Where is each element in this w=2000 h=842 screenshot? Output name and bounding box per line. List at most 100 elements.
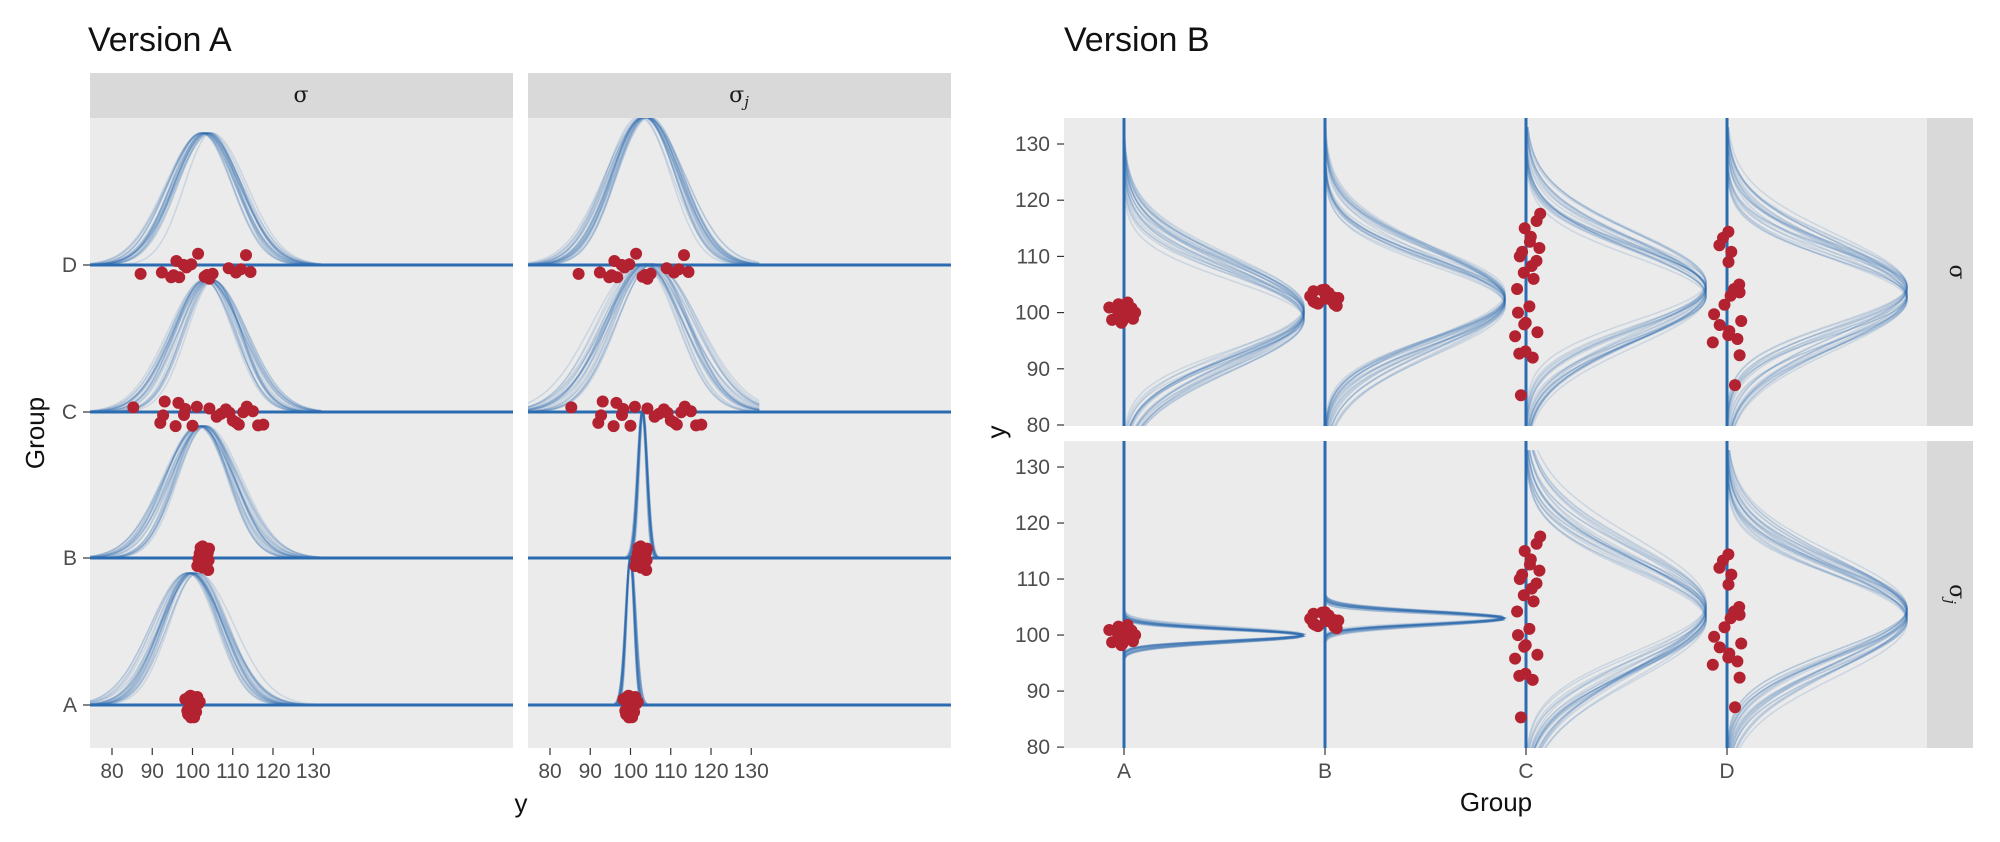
- density-draw-D: [528, 118, 760, 266]
- density-draw-D: [1726, 127, 1908, 426]
- density-draw-B: [90, 425, 322, 559]
- density-draw-D: [1726, 127, 1908, 426]
- point-C: [1524, 230, 1537, 243]
- y-tick-label-B: B: [63, 547, 77, 570]
- density-draw-B: [1324, 127, 1506, 426]
- density-draw-B: [1324, 127, 1506, 426]
- point-C: [684, 405, 697, 418]
- point-A: [186, 690, 199, 703]
- density-draw-D: [528, 118, 760, 266]
- density-draw-D: [528, 118, 760, 266]
- point-B: [634, 545, 647, 558]
- density-draw-D: [1726, 450, 1908, 748]
- density-draw-B: [1324, 127, 1506, 426]
- density-draw-C: [90, 279, 322, 413]
- y-tick-label: 110: [1017, 245, 1050, 268]
- x-tick-label-C: C: [1518, 760, 1533, 783]
- density-draw-A: [90, 572, 322, 706]
- density-draw-D: [528, 118, 760, 264]
- density-draw-D: [1726, 127, 1908, 426]
- density-draw-A: [1123, 127, 1305, 426]
- density-draw-A: [90, 572, 322, 706]
- density-draw-C: [1525, 127, 1707, 426]
- density-draw-D: [1726, 127, 1908, 426]
- density-draw-A: [1123, 127, 1305, 426]
- y-tick-label: 90: [1027, 358, 1050, 381]
- point-C: [1530, 577, 1543, 590]
- point-D: [244, 266, 257, 278]
- text-layer: Version A Version B σ σj σ σj y Group Gr…: [20, 21, 1969, 818]
- point-A: [1106, 313, 1119, 326]
- point-A: [1121, 619, 1134, 631]
- x-tick-label: 120: [693, 760, 728, 783]
- density-draw-D: [1726, 450, 1908, 748]
- density-draw-B: [90, 425, 322, 559]
- point-C: [1531, 648, 1544, 661]
- density-draw-C: [1525, 127, 1707, 426]
- point-C: [1523, 622, 1536, 635]
- density-draw-D: [90, 132, 322, 266]
- density-draw-C: [528, 263, 760, 413]
- density-draw-D: [90, 132, 322, 266]
- density-draw-D: [1727, 127, 1908, 426]
- point-C: [641, 402, 654, 415]
- density-draw-D: [528, 118, 760, 266]
- point-D: [1731, 655, 1744, 668]
- density-draw-B: [90, 425, 322, 559]
- point-D: [630, 247, 643, 260]
- title-version-a: Version A: [88, 21, 232, 59]
- point-C: [624, 419, 637, 432]
- density-draw-D: [90, 132, 322, 266]
- point-C: [1519, 345, 1532, 358]
- density-draw-B: [90, 425, 322, 559]
- axis-ticks: 80 90 100 110 120 130 80 90 100 110 120 130 A B C D 80 90…: [62, 133, 1735, 783]
- density-draw-D: [1728, 450, 1908, 748]
- density-draw-C: [1527, 127, 1707, 426]
- point-B: [1325, 615, 1338, 628]
- density-draw-D: [90, 132, 322, 266]
- density-draw-D: [1726, 127, 1908, 426]
- y-tick-label: 80: [1027, 414, 1050, 437]
- y-tick-label-A: A: [63, 694, 77, 717]
- strip-a2: [528, 73, 951, 118]
- point-C: [1511, 283, 1524, 295]
- density-draw-C: [1526, 127, 1707, 426]
- point-C: [203, 402, 216, 415]
- density-draw-D: [1727, 450, 1908, 748]
- density-draw-A: [1123, 127, 1305, 426]
- density-draw-B: [1324, 127, 1506, 426]
- density-draw-B: [1324, 127, 1506, 426]
- density-draw-D: [90, 132, 322, 266]
- density-draw-C: [1525, 127, 1707, 426]
- point-D: [240, 249, 252, 262]
- point-C: [127, 401, 140, 414]
- point-D: [192, 247, 205, 260]
- density-draw-C: [1525, 450, 1707, 748]
- panel-a1-background: [90, 118, 513, 748]
- density-draw-D: [90, 132, 322, 266]
- point-C: [1531, 326, 1544, 339]
- y-tick-label-D: D: [62, 254, 77, 277]
- density-draw-D: [90, 132, 322, 266]
- panel-b1-curves: [1122, 118, 1908, 426]
- x-tick-label: 90: [579, 760, 602, 783]
- density-draw-C: [1525, 450, 1707, 748]
- x-tick-label: 110: [216, 760, 249, 783]
- density-draw-A: [90, 572, 322, 706]
- density-draw-B: [1324, 127, 1506, 426]
- density-draw-C: [1527, 450, 1707, 748]
- density-draw-D: [528, 118, 760, 266]
- point-D: [1713, 641, 1726, 654]
- density-draw-B: [1325, 127, 1506, 426]
- density-draw-C: [528, 263, 760, 411]
- density-draw-C: [90, 279, 322, 413]
- density-draw-A: [1123, 127, 1305, 426]
- density-draw-C: [1525, 127, 1707, 426]
- density-draw-C: [90, 279, 322, 413]
- density-draw-C: [1525, 127, 1707, 426]
- density-draw-D: [1727, 127, 1908, 426]
- density-draw-C: [1526, 450, 1707, 748]
- density-draw-D: [528, 118, 760, 266]
- point-D: [1729, 701, 1741, 714]
